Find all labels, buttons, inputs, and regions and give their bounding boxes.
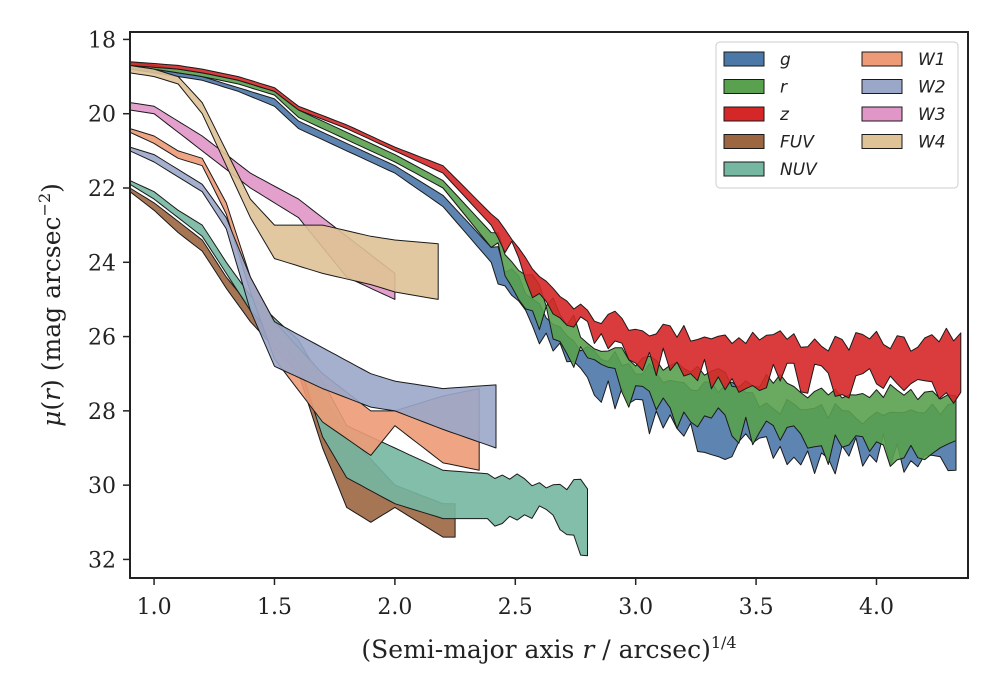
x-tick-label: 3.5	[739, 595, 774, 620]
ticks-layer: 1.0 1.5 2.0 2.5 3.0 3.5 4.0 18 20 22 24 26 28 30 32	[88, 28, 894, 620]
y-tick-label: 22	[88, 177, 116, 202]
legend-label-fuv: FUV	[780, 133, 815, 153]
legend-label-w1: W1	[918, 50, 946, 70]
legend-swatch-g	[723, 51, 765, 67]
legend-swatch-nuv	[723, 161, 765, 177]
legend-frame	[715, 41, 959, 189]
plot-frame	[129, 31, 969, 579]
legend-swatch-w2	[861, 79, 903, 94]
x-tick-label: 2.5	[498, 595, 533, 620]
y-axis-label: μ(r) (mag arcsec−2)	[35, 183, 66, 427]
series-band-w2	[129, 146, 497, 449]
series-layer	[129, 61, 962, 557]
y-tick-label: 20	[88, 103, 116, 128]
y-tick-label: 32	[88, 548, 116, 573]
x-tick-label: 1.5	[257, 595, 292, 620]
x-tick-label: 1.0	[137, 595, 172, 620]
y-tick-label: 30	[88, 474, 116, 499]
series-band-w4	[129, 64, 439, 300]
legend-swatch-w3	[861, 106, 903, 122]
x-tick-label: 2.0	[377, 595, 412, 620]
y-tick-label: 24	[88, 251, 116, 276]
legend-label-nuv: NUV	[780, 160, 818, 180]
legend-label-z: z	[779, 105, 790, 125]
legend-label-g: g	[780, 50, 791, 70]
legend-label-w3: W3	[918, 105, 946, 125]
y-tick-label: 28	[88, 400, 116, 425]
legend-swatch-fuv	[723, 134, 765, 149]
legend-swatch-w4	[861, 134, 903, 149]
legend-label-r: r	[780, 78, 788, 98]
legend-label-w2: W2	[918, 78, 946, 98]
legend-swatch-w1	[861, 51, 903, 67]
x-axis-label: (Semi-major axis r / arcsec)1/4	[361, 633, 736, 664]
series-band-z	[129, 61, 962, 404]
legend: grz FUV NUV W1 W2 W3 W4	[715, 41, 959, 189]
series-band-r	[129, 61, 957, 467]
y-tick-label: 26	[88, 326, 116, 351]
x-tick-label: 3.0	[618, 595, 653, 620]
y-tick-label: 18	[88, 28, 116, 53]
legend-label-w4: W4	[918, 133, 946, 153]
legend-swatch-r	[723, 79, 765, 94]
legend-swatch-z	[723, 106, 765, 122]
x-tick-label: 4.0	[859, 595, 894, 620]
